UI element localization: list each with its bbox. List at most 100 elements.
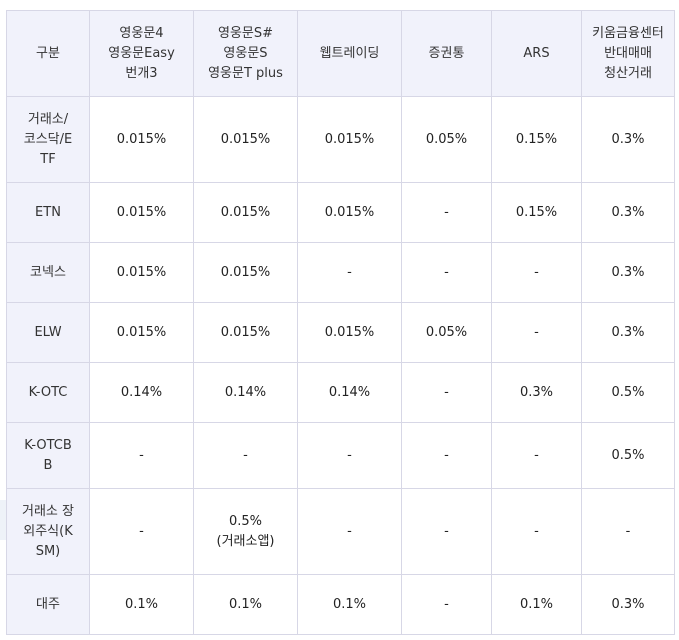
fee-value: 0.5%	[611, 447, 645, 463]
fee-value: 0.14%	[224, 384, 267, 400]
fee-cell: 0.14%	[89, 362, 194, 423]
fee-value: -	[347, 264, 352, 280]
header-jeungkwontong: 증권통	[401, 10, 492, 97]
fee-value: -	[347, 523, 352, 539]
header-line: 증권통	[428, 45, 465, 61]
fee-note: (거래소앱)	[216, 533, 275, 549]
fee-value: 0.015%	[220, 264, 271, 280]
fee-cell: -	[297, 488, 402, 575]
table-row: 대주 0.1% 0.1% 0.1% - 0.1% 0.3%	[6, 574, 675, 635]
row-label-line: 거래소/	[27, 111, 69, 127]
table-row: K-OTC 0.14% 0.14% 0.14% - 0.3% 0.5%	[6, 362, 675, 423]
header-line: 영웅문S#	[217, 25, 274, 41]
header-ars: ARS	[491, 10, 582, 97]
fee-value: 0.3%	[611, 131, 645, 147]
fee-value: -	[347, 447, 352, 463]
fee-value: 0.015%	[116, 324, 167, 340]
fee-value: 0.14%	[328, 384, 371, 400]
fee-cell: 0.015%	[193, 242, 298, 303]
fee-cell: 0.05%	[401, 96, 492, 183]
fee-cell: 0.3%	[581, 574, 675, 635]
fee-cell: 0.3%	[581, 182, 675, 243]
fee-value: 0.3%	[519, 384, 554, 400]
row-label-line: SM)	[35, 543, 61, 559]
fee-cell: -	[401, 362, 492, 423]
fee-cell: 0.1%	[89, 574, 194, 635]
header-kiwoom-center: 키움금융센터 반대매매 청산거래	[581, 10, 675, 97]
table-row: ETN 0.015% 0.015% 0.015% - 0.15% 0.3%	[6, 182, 675, 243]
fee-cell: 0.015%	[193, 302, 298, 363]
row-label: 대주	[6, 574, 90, 635]
header-category: 구분	[6, 10, 90, 97]
commission-fee-table: 구분 영웅문4 영웅문Easy 번개3 영웅문S# 영웅문S 영웅문T plus 웹트레이딩 증…	[6, 10, 675, 635]
fee-cell: 0.015%	[297, 182, 402, 243]
fee-value: 0.05%	[425, 131, 468, 147]
fee-value: 0.05%	[425, 324, 468, 340]
fee-cell: 0.015%	[89, 302, 194, 363]
fee-cell: -	[401, 422, 492, 489]
fee-cell: 0.015%	[297, 96, 402, 183]
fee-value: 0.015%	[324, 131, 375, 147]
fee-cell: 0.015%	[89, 242, 194, 303]
fee-value: -	[444, 204, 449, 220]
fee-cell: 0.015%	[89, 182, 194, 243]
fee-value: -	[534, 523, 539, 539]
fee-value: 0.1%	[519, 596, 554, 612]
header-youngwoongmun4: 영웅문4 영웅문Easy 번개3	[89, 10, 194, 97]
table-row: ELW 0.015% 0.015% 0.015% 0.05% - 0.3%	[6, 302, 675, 363]
fee-value: 0.1%	[228, 596, 263, 612]
fee-value: 0.1%	[332, 596, 367, 612]
row-label-line: 외주식(K	[23, 523, 73, 539]
header-youngwoongmun-s: 영웅문S# 영웅문S 영웅문T plus	[193, 10, 298, 97]
fee-value: -	[444, 523, 449, 539]
fee-cell: 0.14%	[193, 362, 298, 423]
row-label-line: TF	[40, 151, 56, 167]
fee-cell: -	[491, 242, 582, 303]
row-label-line: K-OTC	[28, 384, 68, 400]
fee-value: -	[534, 264, 539, 280]
fee-value: 0.015%	[220, 324, 271, 340]
row-label-line: K-OTCB	[24, 437, 72, 453]
fee-cell: 0.1%	[491, 574, 582, 635]
fee-cell: -	[401, 488, 492, 575]
fee-value: 0.15%	[515, 131, 558, 147]
fee-value: 0.15%	[515, 204, 558, 220]
header-line: 웹트레이딩	[319, 45, 380, 61]
fee-cell: 0.1%	[193, 574, 298, 635]
fee-value: 0.3%	[611, 204, 645, 220]
fee-cell: -	[89, 488, 194, 575]
header-line: 청산거래	[604, 65, 652, 81]
row-label: K-OTCB B	[6, 422, 90, 489]
fee-value: 0.5%	[611, 384, 645, 400]
header-line: 반대매매	[604, 45, 652, 61]
fee-cell: 0.5% (거래소앱)	[193, 488, 298, 575]
fee-value: -	[444, 264, 449, 280]
fee-cell: 0.015%	[89, 96, 194, 183]
fee-cell: -	[401, 242, 492, 303]
fee-value: 0.015%	[116, 204, 167, 220]
left-edge-decoration	[0, 500, 6, 540]
table-row: 거래소 장 외주식(K SM) - 0.5% (거래소앱) - - - -	[6, 488, 675, 575]
fee-value: 0.015%	[324, 324, 375, 340]
row-label: ELW	[6, 302, 90, 363]
fee-cell: 0.5%	[581, 422, 675, 489]
fee-cell: -	[297, 242, 402, 303]
fee-cell: -	[581, 488, 675, 575]
fee-cell: -	[491, 422, 582, 489]
fee-cell: 0.3%	[491, 362, 582, 423]
fee-cell: 0.3%	[581, 96, 675, 183]
fee-cell: -	[491, 488, 582, 575]
row-label-line: 코스닥/E	[23, 131, 73, 147]
fee-value: -	[534, 447, 539, 463]
fee-value: -	[444, 447, 449, 463]
fee-cell: 0.15%	[491, 96, 582, 183]
row-label-line: 대주	[36, 596, 60, 612]
fee-value: -	[139, 447, 144, 463]
row-label-line: 코넥스	[30, 264, 66, 280]
table-body: 거래소/코스닥/E TF 0.015% 0.015% 0.015% 0.05% 0.15% 0…	[6, 96, 675, 635]
fee-value: 0.015%	[220, 131, 271, 147]
fee-value: -	[444, 596, 449, 612]
fee-value: -	[444, 384, 449, 400]
fee-cell: -	[89, 422, 194, 489]
fee-value: 0.3%	[611, 596, 645, 612]
